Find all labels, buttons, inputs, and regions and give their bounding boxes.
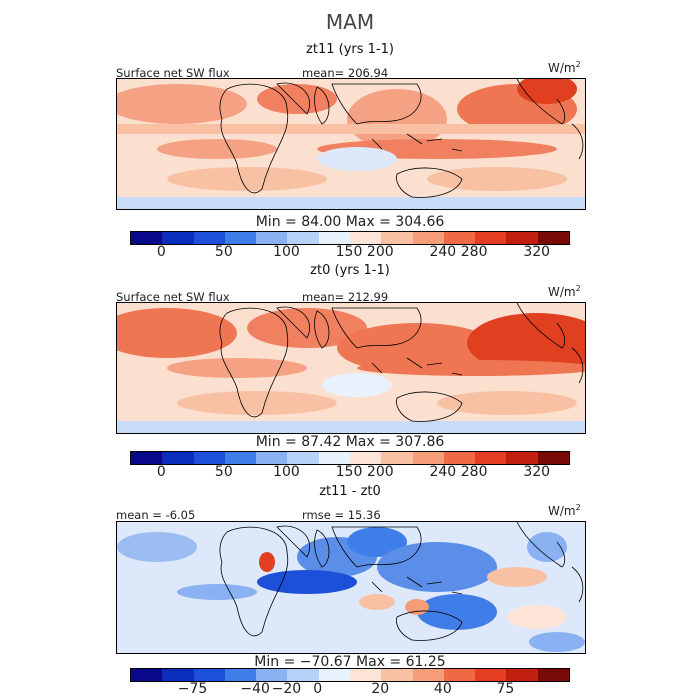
panel-3-rmse-label: rmse = 15.36 (302, 508, 381, 522)
colorbar-swatch (193, 232, 225, 244)
colorbar-swatch (193, 669, 225, 681)
panel-3-title: zt11 - zt0 (319, 484, 381, 499)
panel-1-minmax: Min = 84.00 Max = 304.66 (255, 214, 445, 230)
colorbar-swatch (412, 669, 444, 681)
colorbar-swatch (475, 232, 507, 244)
colorbar-swatch (412, 452, 444, 464)
colorbar-swatch (131, 232, 163, 244)
colorbar-swatch (443, 452, 476, 464)
colorbar-swatch (443, 669, 476, 681)
panel-2-mean-label: mean= 212.99 (302, 290, 389, 304)
colorbar-tick-label: 100 (273, 244, 300, 260)
colorbar-tick-label: 240 (429, 244, 457, 260)
panel-1-mean-label: mean= 206.94 (302, 66, 389, 80)
panel-3-colorbar-ticks: −75 −40 −20 0 20 40 75 (130, 681, 570, 699)
colorbar-tick-label: 0 (156, 464, 166, 480)
colorbar-tick-label: 0 (156, 244, 166, 260)
panel-1-colorbar (130, 231, 570, 245)
colorbar-swatch (131, 669, 163, 681)
panel-2-title: zt0 (yrs 1-1) (310, 263, 390, 278)
colorbar-swatch (318, 452, 350, 464)
season-title: MAM (325, 10, 375, 34)
colorbar-tick-label: −75 (177, 681, 208, 697)
colorbar-swatch (349, 232, 382, 244)
panel-3-units: W/m2 (548, 503, 581, 518)
colorbar-tick-label: 200 (366, 244, 394, 260)
colorbar-tick-label: 50 (214, 464, 233, 480)
colorbar-tick-label: 0 (313, 681, 323, 697)
panel-3-map (116, 521, 586, 654)
colorbar-swatch (162, 669, 194, 681)
panel-3-map-svg (117, 522, 585, 653)
colorbar-swatch (349, 669, 382, 681)
colorbar-swatch (537, 452, 569, 464)
colorbar-tick-label: −40 (240, 681, 270, 697)
colorbar-tick-label: 100 (273, 464, 300, 480)
panel-1-units: W/m2 (548, 60, 581, 75)
panel-1-map-svg (117, 79, 585, 209)
colorbar-swatch (537, 669, 569, 681)
colorbar-swatch (224, 452, 257, 464)
colorbar-swatch (256, 452, 288, 464)
colorbar-swatch (443, 232, 476, 244)
panel-1-colorbar-ticks: 0 50 100 150 200 240 280 320 (130, 244, 570, 262)
colorbar-swatch (256, 669, 288, 681)
panel-2-map (116, 302, 586, 434)
colorbar-tick-label: 20 (371, 681, 390, 697)
colorbar-swatch (381, 232, 413, 244)
panel-2-minmax: Min = 87.42 Max = 307.86 (255, 434, 445, 450)
panel-2-units: W/m2 (548, 284, 581, 299)
panel-3-minmax: Min = −70.67 Max = 61.25 (254, 654, 446, 670)
colorbar-swatch (381, 669, 413, 681)
colorbar-tick-label: 280 (460, 244, 488, 260)
colorbar-tick-label: 75 (496, 681, 515, 697)
colorbar-swatch (537, 232, 569, 244)
colorbar-swatch (506, 669, 538, 681)
colorbar-swatch (475, 452, 507, 464)
colorbar-tick-label: −20 (271, 681, 302, 697)
panel-2-variable-label: Surface net SW flux (116, 290, 230, 304)
panel-1-map (116, 78, 586, 210)
panel-2-map-svg (117, 303, 585, 433)
colorbar-swatch (475, 669, 507, 681)
panel-1-variable-label: Surface net SW flux (116, 66, 230, 80)
colorbar-swatch (506, 452, 538, 464)
colorbar-swatch (506, 232, 538, 244)
colorbar-swatch (256, 232, 288, 244)
colorbar-swatch (287, 452, 319, 464)
colorbar-swatch (349, 452, 382, 464)
colorbar-swatch (287, 232, 319, 244)
colorbar-tick-label: 50 (214, 244, 233, 260)
colorbar-tick-label: 320 (523, 464, 551, 480)
colorbar-swatch (131, 452, 163, 464)
colorbar-tick-label: 150 (335, 244, 363, 260)
colorbar-swatch (318, 669, 350, 681)
panel-3-mean-label: mean = -6.05 (116, 508, 196, 522)
colorbar-swatch (381, 452, 413, 464)
panel-2-colorbar-ticks: 0 50 100 150 200 240 280 320 (130, 464, 570, 482)
colorbar-tick-label: 240 (429, 464, 457, 480)
colorbar-tick-label: 320 (523, 244, 551, 260)
panel-2-colorbar (130, 451, 570, 465)
colorbar-swatch (287, 669, 319, 681)
colorbar-swatch (412, 232, 444, 244)
panel-3-colorbar (130, 668, 570, 682)
colorbar-tick-label: 150 (335, 464, 363, 480)
colorbar-tick-label: 40 (433, 681, 452, 697)
colorbar-swatch (193, 452, 225, 464)
colorbar-swatch (162, 232, 194, 244)
colorbar-tick-label: 200 (366, 464, 394, 480)
colorbar-swatch (318, 232, 350, 244)
colorbar-tick-label: 280 (460, 464, 488, 480)
colorbar-swatch (224, 232, 257, 244)
panel-1-title: zt11 (yrs 1-1) (306, 42, 394, 57)
colorbar-swatch (224, 669, 257, 681)
colorbar-swatch (162, 452, 194, 464)
